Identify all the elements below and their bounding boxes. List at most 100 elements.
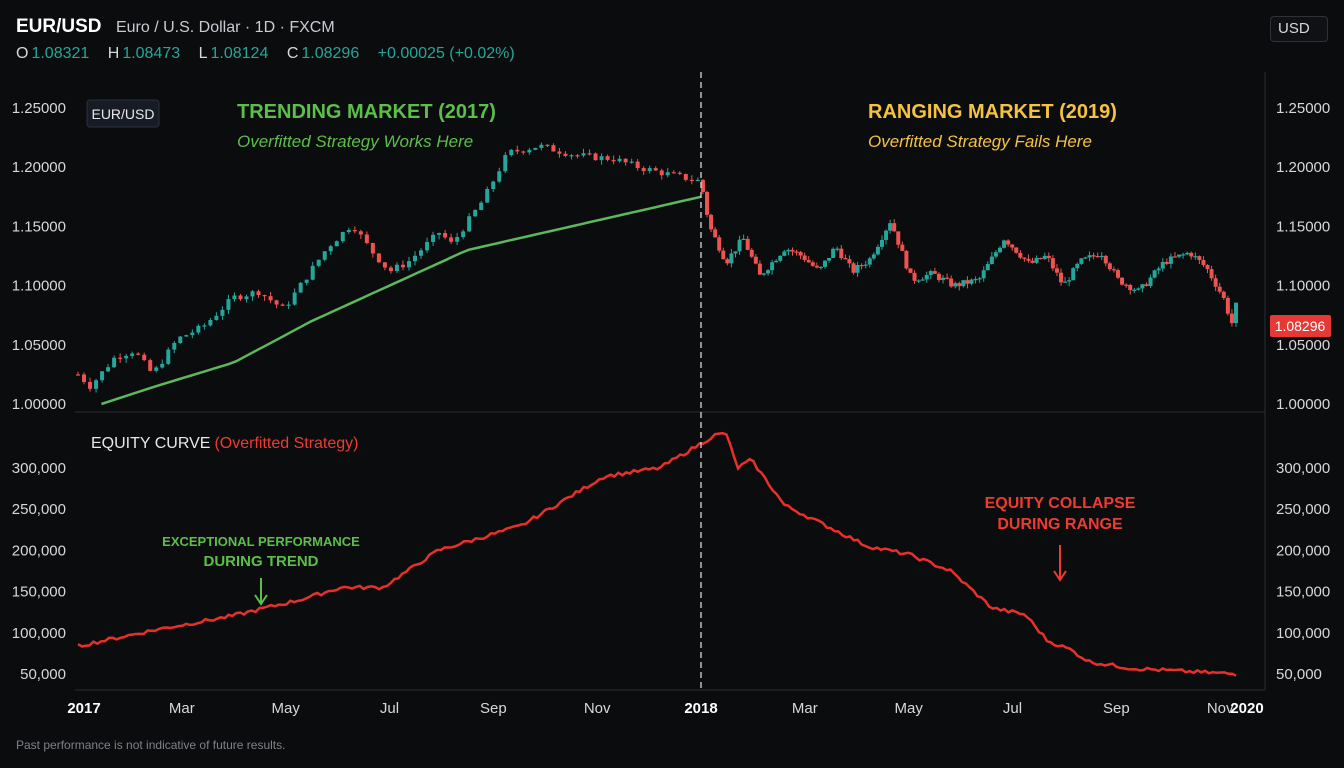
candle-body[interactable] [1120,277,1125,285]
candle-body[interactable] [1046,255,1051,259]
candle-body[interactable] [774,260,779,263]
candle-body[interactable] [214,315,219,320]
candle-body[interactable] [1083,257,1088,259]
candle-body[interactable] [88,381,93,389]
candle-body[interactable] [82,374,87,382]
candle-body[interactable] [863,264,868,266]
candle-body[interactable] [485,188,490,203]
candle-body[interactable] [973,279,978,281]
candle-body[interactable] [118,357,123,359]
candle-body[interactable] [1177,254,1182,257]
candle-body[interactable] [695,179,700,182]
candle-body[interactable] [843,258,848,260]
candle-body[interactable] [733,251,738,254]
candle-body[interactable] [1018,252,1023,258]
candle-body[interactable] [1213,278,1218,287]
candle-body[interactable] [557,151,562,154]
candle-body[interactable] [904,250,909,269]
candle-body[interactable] [823,260,828,267]
candle-body[interactable] [653,168,658,171]
candle-body[interactable] [1172,256,1177,258]
candle-body[interactable] [855,265,860,273]
candlestick-series[interactable] [76,142,1238,393]
candle-body[interactable] [130,353,135,356]
candle-body[interactable] [659,170,664,176]
candle-body[interactable] [683,173,688,180]
candle-body[interactable] [647,168,652,172]
candle-body[interactable] [449,237,454,242]
candle-body[interactable] [1209,269,1214,279]
candle-body[interactable] [871,254,876,259]
candle-body[interactable] [717,237,722,251]
candle-body[interactable] [1156,268,1161,271]
candle-body[interactable] [665,172,670,176]
candle-body[interactable] [806,260,811,263]
candle-body[interactable] [859,265,864,267]
candle-body[interactable] [461,231,466,238]
candle-body[interactable] [112,357,117,368]
candle-body[interactable] [790,249,795,252]
candle-body[interactable] [1189,252,1194,257]
candle-body[interactable] [818,266,823,269]
candle-body[interactable] [521,151,526,153]
candle-body[interactable] [908,268,913,273]
candle-body[interactable] [244,296,249,300]
candle-body[interactable] [635,161,640,169]
candle-body[interactable] [928,271,933,275]
candle-body[interactable] [358,231,363,235]
candle-body[interactable] [286,304,291,306]
candle-body[interactable] [443,232,448,238]
candle-body[interactable] [725,259,730,264]
candle-body[interactable] [154,367,159,371]
candle-body[interactable] [810,262,815,266]
candle-body[interactable] [1160,261,1165,269]
candle-body[interactable] [575,155,580,157]
candle-body[interactable] [1014,247,1019,253]
moving-average-line[interactable] [101,195,702,406]
candle-body[interactable] [1193,256,1198,258]
candle-body[interactable] [455,237,460,242]
candle-body[interactable] [539,144,544,148]
candle-body[interactable] [352,229,357,232]
candle-body[interactable] [912,272,917,281]
candle-body[interactable] [509,149,514,156]
candle-body[interactable] [981,270,986,279]
candle-body[interactable] [527,149,532,153]
candle-body[interactable] [400,264,405,268]
candle-body[interactable] [346,229,351,233]
candle-body[interactable] [76,374,80,376]
candle-body[interactable] [1124,284,1129,286]
candle-body[interactable] [1197,256,1202,260]
candle-body[interactable] [786,249,791,252]
candle-body[interactable] [497,171,502,182]
candle-body[interactable] [623,158,628,163]
candle-body[interactable] [1136,288,1141,290]
candle-body[interactable] [503,155,508,172]
candle-body[interactable] [778,255,783,261]
candle-body[interactable] [705,192,710,215]
candle-body[interactable] [1034,257,1039,263]
candle-body[interactable] [202,325,207,327]
candle-body[interactable] [250,291,255,297]
candle-body[interactable] [1002,240,1007,248]
candle-body[interactable] [569,155,574,157]
candle-body[interactable] [1164,261,1169,264]
candle-body[interactable] [515,149,520,152]
candle-body[interactable] [328,246,333,252]
candle-body[interactable] [431,234,436,242]
candle-body[interactable] [491,181,496,189]
candle-body[interactable] [802,255,807,261]
candle-body[interactable] [1201,259,1206,266]
candle-body[interactable] [274,300,279,305]
candle-body[interactable] [875,246,880,255]
symbol-label[interactable]: EUR/USD [16,16,102,37]
candle-body[interactable] [160,363,165,368]
candle-body[interactable] [1229,313,1234,324]
candle-body[interactable] [364,234,369,244]
candle-body[interactable] [949,278,954,287]
candle-body[interactable] [847,259,852,264]
candle-body[interactable] [879,239,884,247]
candle-body[interactable] [419,250,424,256]
candle-body[interactable] [406,261,411,268]
candle-body[interactable] [1185,252,1190,255]
